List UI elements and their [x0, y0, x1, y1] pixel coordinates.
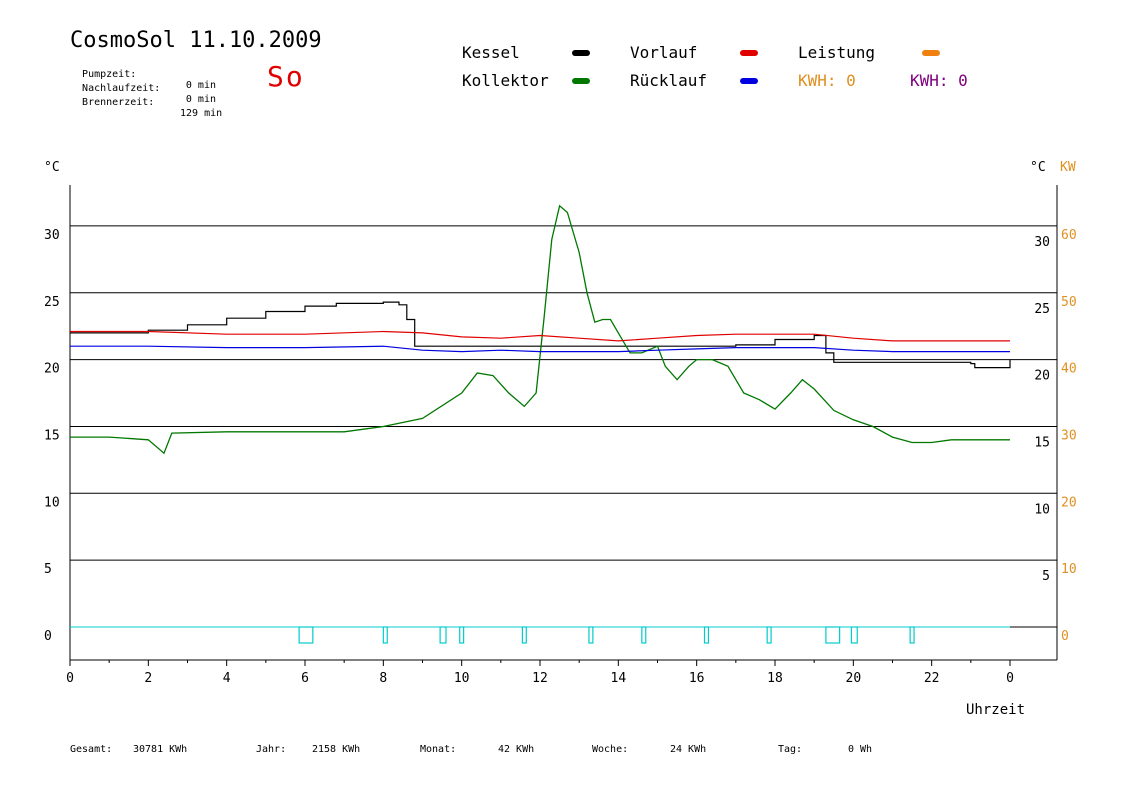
y-tick-label-left: 5: [44, 562, 52, 577]
series-vorlauf: [70, 330, 1010, 342]
legend-leistung-swatch: [922, 50, 940, 56]
legend-ruecklauf-swatch: [740, 78, 758, 84]
legend-kessel-label: Kessel: [462, 43, 520, 62]
x-tick-label: 6: [301, 671, 309, 686]
stat-tag-value: 0 Wh: [848, 744, 873, 755]
x-tick-label: 12: [532, 671, 548, 686]
pump-bar: [850, 626, 858, 644]
stat-woche-label: Woche:: [592, 744, 629, 755]
pump-bar: [703, 626, 710, 644]
y-tick-label-right: 30: [1034, 235, 1050, 250]
grid-lines: [70, 225, 1057, 628]
series-ruecklauf: [70, 345, 1010, 353]
brennerzeit-value: 129 min: [180, 108, 223, 119]
series-kollektor: [70, 204, 1010, 455]
x-tick-label: 0: [1006, 671, 1014, 686]
pump-bar: [641, 626, 647, 644]
nachlaufzeit-row: Nachlaufzeit: 0 min: [70, 72, 216, 105]
pumpzeit-label: Pumpzeit:: [82, 69, 137, 80]
stat-jahr-label: Jahr:: [256, 744, 287, 755]
legend-kollektor-label: Kollektor: [462, 71, 549, 90]
x-tick-label: 10: [454, 671, 470, 686]
pump-bar: [298, 626, 314, 644]
brennerzeit-row: Brennerzeit: 129 min: [70, 86, 222, 119]
y-tick-label-left: 10: [44, 495, 60, 510]
left-axis-unit: °C: [44, 160, 60, 175]
weekday-label: So: [267, 60, 305, 93]
x-tick-label: 22: [924, 671, 940, 686]
x-tick-label: 4: [223, 671, 231, 686]
stat-monat-value: 42 KWh: [498, 744, 535, 755]
chart-title: CosmoSol 11.10.2009: [70, 28, 322, 53]
x-tick-label: 18: [767, 671, 783, 686]
stat-jahr-value: 2158 KWh: [312, 744, 361, 755]
y-tick-label-left: 30: [44, 228, 60, 243]
pump-bar: [382, 626, 388, 644]
legend-kwh-purple: KWH: 0: [910, 71, 968, 90]
pump-bar: [521, 626, 527, 644]
x-tick-label: 2: [144, 671, 152, 686]
right-axis-unit-c: °C: [1030, 160, 1046, 175]
y2-tick-label: 10: [1061, 562, 1077, 577]
pump-series: [70, 626, 1010, 644]
y-tick-label-right: 20: [1034, 369, 1050, 384]
y2-tick-label: 30: [1061, 428, 1077, 443]
data-series: [70, 204, 1011, 455]
pump-bar: [766, 626, 772, 644]
y-tick-label-right: 25: [1034, 302, 1050, 317]
legend-leistung-label: Leistung: [798, 43, 876, 62]
pumpzeit-value: 0 min: [185, 80, 216, 91]
y-tick-label-left: 0: [44, 629, 52, 644]
y2-tick-label: 60: [1061, 228, 1077, 243]
tick-labels: 0 2 4 6 8 10 12 14 16 18 20 22 0 0 5 10 15 20 25 30 5 10 15 20 2…: [44, 228, 1077, 686]
pump-bar: [909, 626, 915, 644]
stat-monat-label: Monat:: [420, 744, 457, 755]
y-tick-label-left: 25: [44, 295, 60, 310]
nachlaufzeit-label: Nachlaufzeit:: [82, 83, 161, 94]
legend-vorlauf-label: Vorlauf: [630, 43, 698, 62]
y2-tick-label: 0: [1061, 629, 1069, 644]
stat-gesamt-label: Gesamt:: [70, 744, 113, 755]
pump-bar: [588, 626, 594, 644]
nachlaufzeit-value: 0 min: [185, 94, 216, 105]
y-tick-label-right: 5: [1042, 569, 1050, 584]
brennerzeit-label: Brennerzeit:: [82, 97, 155, 108]
y-tick-label-left: 20: [44, 362, 60, 377]
y2-tick-label: 50: [1061, 295, 1077, 310]
legend-kessel-swatch: [572, 50, 590, 56]
pump-bar: [825, 626, 841, 644]
x-tick-label: 20: [846, 671, 862, 686]
right-axis-unit-kw: KW: [1060, 160, 1076, 175]
x-tick-label: 14: [611, 671, 627, 686]
axes: [69, 185, 1058, 666]
stat-gesamt-value: 30781 KWh: [133, 744, 188, 755]
y2-tick-label: 20: [1061, 495, 1077, 510]
pump-bar: [439, 626, 447, 644]
pumpzeit-row: Pumpzeit: 0 min: [70, 58, 216, 91]
x-axis-label: Uhrzeit: [966, 702, 1026, 718]
legend-kollektor-swatch: [572, 78, 590, 84]
stat-woche-value: 24 KWh: [670, 744, 707, 755]
series-kessel: [70, 301, 1011, 369]
x-tick-label: 16: [689, 671, 705, 686]
pump-bar: [459, 626, 465, 644]
legend-kwh-orange: KWH: 0: [798, 71, 856, 90]
legend-ruecklauf-label: Rücklauf: [630, 71, 708, 90]
x-tick-label: 8: [379, 671, 387, 686]
y-tick-label-left: 15: [44, 428, 60, 443]
stat-tag-label: Tag:: [778, 744, 803, 755]
y-tick-label-right: 10: [1034, 502, 1050, 517]
y2-tick-label: 40: [1061, 362, 1077, 377]
legend-vorlauf-swatch: [740, 50, 758, 56]
x-tick-label: 0: [66, 671, 74, 686]
y-tick-label-right: 15: [1034, 435, 1050, 450]
